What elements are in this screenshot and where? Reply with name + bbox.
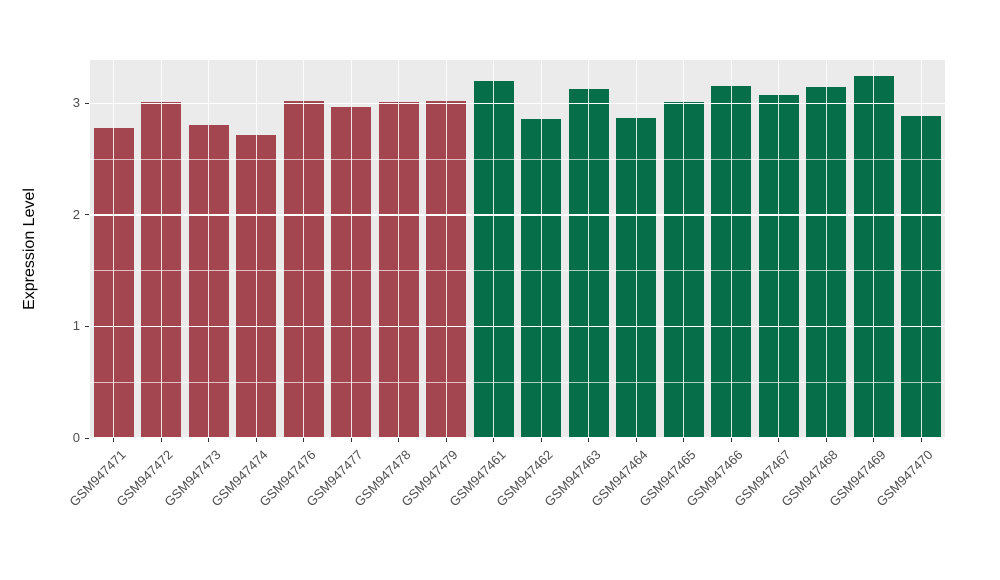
- vertical-gridline: [350, 60, 352, 438]
- y-tick-mark: [85, 214, 89, 216]
- x-tick-mark: [493, 438, 495, 442]
- y-tick-label: 2: [72, 206, 80, 222]
- y-tick-mark: [85, 437, 89, 439]
- y-tick-label: 3: [72, 95, 80, 111]
- x-tick-mark: [588, 438, 590, 442]
- vertical-gridline: [873, 60, 875, 438]
- vertical-gridline: [540, 60, 542, 438]
- x-tick-mark: [398, 438, 400, 442]
- x-tick-mark: [350, 438, 352, 442]
- minor-gridline: [90, 158, 945, 160]
- y-tick-label: 0: [72, 430, 80, 445]
- y-axis-title: Expression Level: [21, 188, 38, 310]
- x-tick-mark: [113, 438, 115, 442]
- vertical-gridline: [920, 60, 922, 438]
- vertical-gridline: [445, 60, 447, 438]
- vertical-gridline: [255, 60, 257, 438]
- vertical-gridline: [730, 60, 732, 438]
- vertical-gridline: [683, 60, 685, 438]
- vertical-gridline: [588, 60, 590, 438]
- x-tick-mark: [683, 438, 685, 442]
- vertical-gridline: [113, 60, 115, 438]
- vertical-gridline: [208, 60, 210, 438]
- vertical-gridline: [778, 60, 780, 438]
- x-tick-mark: [540, 438, 542, 442]
- major-gridline: [90, 437, 945, 439]
- plot-area: [90, 60, 945, 439]
- vertical-gridline: [303, 60, 305, 438]
- y-tick-mark: [85, 102, 89, 104]
- y-tick-mark: [85, 325, 89, 327]
- y-tick-label: 1: [72, 318, 80, 334]
- vertical-gridline: [493, 60, 495, 438]
- x-tick-mark: [920, 438, 922, 442]
- x-tick-mark: [160, 438, 162, 442]
- major-gridline: [90, 325, 945, 328]
- vertical-gridline: [825, 60, 827, 438]
- x-tick-mark: [445, 438, 447, 442]
- minor-gridline: [90, 381, 945, 383]
- x-tick-mark: [778, 438, 780, 442]
- major-gridline: [90, 102, 945, 105]
- vertical-gridline: [160, 60, 162, 438]
- x-tick-mark: [825, 438, 827, 442]
- x-tick-mark: [255, 438, 257, 442]
- major-gridline: [90, 214, 945, 216]
- x-tick-mark: [208, 438, 210, 442]
- vertical-gridline: [635, 60, 637, 438]
- x-tick-mark: [730, 438, 732, 442]
- x-tick-mark: [873, 438, 875, 442]
- x-tick-mark: [635, 438, 637, 442]
- vertical-gridline: [398, 60, 400, 438]
- minor-gridline: [90, 270, 945, 272]
- x-tick-mark: [303, 438, 305, 442]
